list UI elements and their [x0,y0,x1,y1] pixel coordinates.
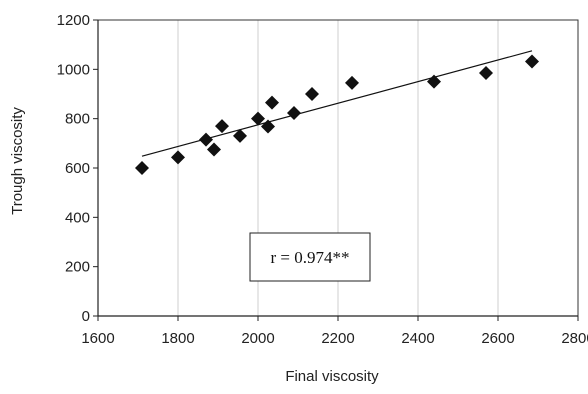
correlation-annotation: r = 0.974** [249,232,371,282]
data-point [135,161,149,175]
data-point [287,105,301,120]
y-tick-label: 1000 [57,61,90,78]
x-tick-label: 2200 [321,330,354,347]
annotation-text: r = 0.974** [271,248,350,267]
annotation-box [249,232,371,282]
y-tick-label: 0 [82,308,90,325]
axes [93,19,579,321]
y-tick-label: 800 [65,111,90,128]
x-tick-label: 2600 [481,330,514,347]
data-point [251,111,265,126]
x-tick-label: 2800 [561,330,588,347]
y-tick-label: 600 [65,160,90,177]
data-point [345,75,359,90]
y-tick-label: 400 [65,209,90,226]
x-tick-label: 1600 [81,330,114,347]
data-point [215,119,229,134]
x-tick-label: 2000 [241,330,274,347]
x-axis-title: Final viscosity [285,368,379,385]
tick-labels: 0 200 400 600 800 1000 1200 1600 1800 2000 2200 240… [57,12,588,347]
x-tick-label: 1800 [161,330,194,347]
y-axis-title: Trough viscosity [9,107,26,215]
data-point [265,95,279,110]
data-point [207,142,221,157]
data-point [199,132,213,147]
data-point [261,119,275,134]
data-point [171,150,185,165]
data-point [233,128,247,143]
y-tick-label: 200 [65,259,90,276]
y-tick-label: 1200 [57,12,90,29]
x-tick-label: 2400 [401,330,434,347]
data-points [135,54,539,175]
data-point [479,66,493,81]
data-point [305,87,319,101]
data-point [427,74,441,89]
data-point [525,54,539,69]
